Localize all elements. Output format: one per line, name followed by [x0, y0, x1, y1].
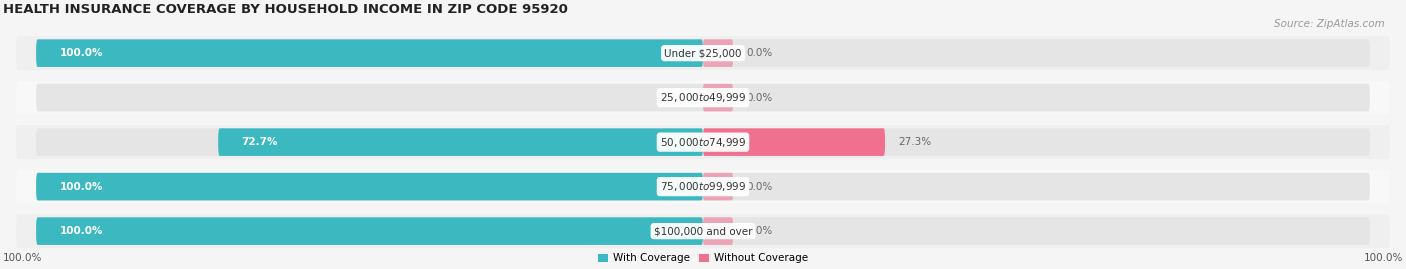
Text: $100,000 and over: $100,000 and over — [654, 226, 752, 236]
Text: HEALTH INSURANCE COVERAGE BY HOUSEHOLD INCOME IN ZIP CODE 95920: HEALTH INSURANCE COVERAGE BY HOUSEHOLD I… — [3, 3, 568, 16]
Text: 100.0%: 100.0% — [3, 253, 42, 263]
FancyBboxPatch shape — [218, 128, 703, 156]
FancyBboxPatch shape — [15, 125, 1391, 159]
Text: 0.0%: 0.0% — [657, 93, 683, 103]
Text: 0.0%: 0.0% — [747, 182, 773, 192]
FancyBboxPatch shape — [37, 39, 1369, 67]
FancyBboxPatch shape — [37, 84, 1369, 111]
Text: $25,000 to $49,999: $25,000 to $49,999 — [659, 91, 747, 104]
Text: 27.3%: 27.3% — [898, 137, 932, 147]
Text: 0.0%: 0.0% — [747, 93, 773, 103]
Text: 0.0%: 0.0% — [747, 48, 773, 58]
FancyBboxPatch shape — [37, 173, 703, 200]
FancyBboxPatch shape — [37, 217, 1369, 245]
Text: 72.7%: 72.7% — [242, 137, 278, 147]
FancyBboxPatch shape — [703, 84, 733, 111]
Text: 100.0%: 100.0% — [59, 182, 103, 192]
Text: 100.0%: 100.0% — [59, 48, 103, 58]
FancyBboxPatch shape — [37, 173, 1369, 200]
Text: Under $25,000: Under $25,000 — [664, 48, 742, 58]
Legend: With Coverage, Without Coverage: With Coverage, Without Coverage — [593, 249, 813, 268]
FancyBboxPatch shape — [703, 128, 884, 156]
FancyBboxPatch shape — [15, 36, 1391, 70]
Text: $50,000 to $74,999: $50,000 to $74,999 — [659, 136, 747, 149]
Text: 100.0%: 100.0% — [1364, 253, 1403, 263]
FancyBboxPatch shape — [15, 170, 1391, 204]
FancyBboxPatch shape — [703, 173, 733, 200]
Text: $75,000 to $99,999: $75,000 to $99,999 — [659, 180, 747, 193]
FancyBboxPatch shape — [703, 39, 733, 67]
FancyBboxPatch shape — [37, 128, 1369, 156]
FancyBboxPatch shape — [37, 217, 703, 245]
Text: Source: ZipAtlas.com: Source: ZipAtlas.com — [1274, 19, 1385, 29]
Text: 0.0%: 0.0% — [747, 226, 773, 236]
FancyBboxPatch shape — [703, 217, 733, 245]
FancyBboxPatch shape — [15, 81, 1391, 115]
FancyBboxPatch shape — [37, 39, 703, 67]
Text: 100.0%: 100.0% — [59, 226, 103, 236]
FancyBboxPatch shape — [15, 214, 1391, 248]
